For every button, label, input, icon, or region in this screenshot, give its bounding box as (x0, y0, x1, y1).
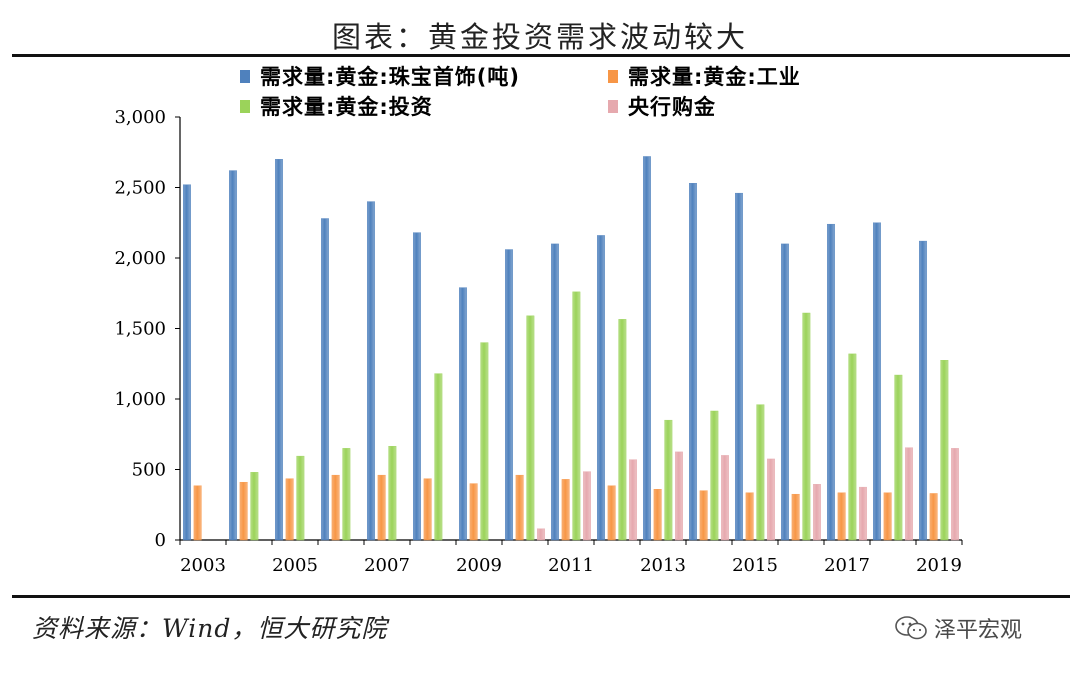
x-tick-label: 2005 (272, 555, 318, 576)
y-tick-label: 2,000 (114, 248, 166, 269)
bar-jewelry-2010 (505, 249, 513, 541)
legend-swatch-industrial (608, 69, 618, 83)
bar-central-bank-2018 (905, 447, 913, 541)
bar-investment-2005 (296, 455, 305, 541)
bar-central-bank-2014 (721, 455, 729, 541)
bar-central-bank-2010 (537, 528, 545, 541)
bar-industrial-2009 (469, 483, 478, 541)
bar-industrial-2019 (929, 493, 938, 541)
bar-jewelry-2004 (228, 170, 237, 541)
bar-central-bank-2015 (767, 458, 775, 541)
bar-investment-2016 (802, 312, 811, 541)
y-tick-label: 0 (155, 530, 166, 551)
bar-jewelry-2015 (735, 192, 743, 541)
bar-industrial-2012 (607, 485, 616, 541)
bar-industrial-2010 (515, 474, 524, 541)
bar-industrial-2006 (331, 474, 340, 541)
x-tick-label: 2019 (916, 555, 962, 576)
top-rule (12, 54, 1070, 57)
bar-jewelry-2014 (689, 183, 697, 541)
bar-industrial-2014 (699, 490, 708, 541)
legend-label-central-bank: 央行购金 (628, 95, 716, 119)
watermark: 泽平宏观 (894, 612, 1022, 644)
source-note: 资料来源：Wind，恒大研究院 (32, 614, 388, 643)
bar-investment-2009 (480, 342, 489, 541)
bar-investment-2015 (756, 404, 765, 541)
legend-label-investment: 需求量:黄金:投资 (260, 95, 433, 119)
bar-central-bank-2011 (583, 471, 591, 541)
bar-investment-2010 (526, 315, 535, 541)
bar-jewelry-2017 (827, 223, 835, 541)
legend-swatch-jewelry (240, 69, 250, 83)
legend-item-industrial: 需求量:黄金:工业 (608, 62, 858, 90)
bar-jewelry-2013 (643, 156, 651, 541)
x-tick-label: 2003 (180, 555, 226, 576)
bar-investment-2019 (940, 360, 949, 541)
bar-central-bank-2012 (629, 459, 637, 541)
bar-industrial-2011 (561, 479, 570, 541)
legend-item-central-bank: 央行购金 (608, 92, 858, 120)
chart-legend: 需求量:黄金:珠宝首饰(吨) 需求量:黄金:工业 需求量:黄金:投资 央行购金 (240, 62, 860, 120)
watermark-label: 泽平宏观 (934, 618, 1023, 643)
y-tick-label: 3,000 (114, 107, 166, 128)
x-tick-label: 2011 (548, 555, 594, 576)
chart-title: 图表：黄金投资需求波动较大 (331, 20, 748, 54)
bar-jewelry-2003 (182, 184, 191, 541)
bar-industrial-2016 (791, 493, 800, 541)
bar-investment-2014 (710, 410, 719, 541)
bar-industrial-2008 (423, 478, 432, 541)
bar-central-bank-2019 (951, 448, 959, 541)
bar-investment-2008 (434, 373, 443, 541)
bar-industrial-2015 (745, 492, 754, 541)
x-tick-label: 2017 (824, 555, 870, 576)
bar-central-bank-2013 (675, 451, 683, 541)
bar-industrial-2003 (193, 485, 202, 541)
y-tick-label: 1,000 (114, 389, 166, 410)
bar-jewelry-2011 (551, 243, 559, 541)
x-tick-label: 2007 (364, 555, 410, 576)
legend-item-investment: 需求量:黄金:投资 (240, 92, 608, 120)
x-tick-label: 2013 (640, 555, 686, 576)
bar-investment-2018 (894, 374, 903, 541)
bar-jewelry-2008 (413, 232, 421, 541)
bar-investment-2004 (250, 472, 259, 541)
bar-industrial-2018 (883, 492, 892, 541)
bar-jewelry-2009 (459, 287, 467, 541)
y-tick-label: 500 (132, 460, 166, 481)
bar-jewelry-2006 (321, 218, 329, 541)
x-tick-label: 2009 (456, 555, 502, 576)
bar-investment-2013 (664, 419, 673, 541)
bar-jewelry-2016 (781, 243, 789, 541)
bar-investment-2017 (848, 353, 857, 541)
legend-label-industrial: 需求量:黄金:工业 (628, 65, 801, 89)
wechat-icon (895, 616, 927, 640)
bar-central-bank-2017 (859, 486, 867, 541)
y-tick-label: 1,500 (114, 319, 166, 340)
bar-investment-2011 (572, 291, 581, 541)
bar-investment-2006 (342, 448, 351, 541)
bar-jewelry-2005 (275, 159, 283, 541)
legend-swatch-investment (240, 99, 250, 113)
bar-central-bank-2016 (813, 484, 821, 541)
x-tick-label: 2015 (732, 555, 778, 576)
legend-swatch-central-bank (608, 99, 618, 113)
bar-investment-2007 (388, 446, 397, 541)
bar-industrial-2007 (377, 474, 386, 541)
bar-jewelry-2018 (873, 222, 881, 541)
bottom-rule (12, 595, 1070, 598)
bar-jewelry-2012 (597, 235, 605, 541)
bar-investment-2012 (618, 319, 627, 541)
bar-industrial-2004 (239, 481, 248, 541)
bar-industrial-2005 (285, 478, 294, 541)
bar-jewelry-2007 (367, 201, 375, 541)
legend-item-jewelry: 需求量:黄金:珠宝首饰(吨) (240, 62, 608, 90)
y-tick-label: 2,500 (114, 178, 166, 199)
bar-industrial-2017 (837, 492, 846, 541)
legend-label-jewelry: 需求量:黄金:珠宝首饰(吨) (260, 65, 520, 89)
bar-jewelry-2019 (919, 240, 927, 541)
bar-industrial-2013 (653, 489, 662, 541)
